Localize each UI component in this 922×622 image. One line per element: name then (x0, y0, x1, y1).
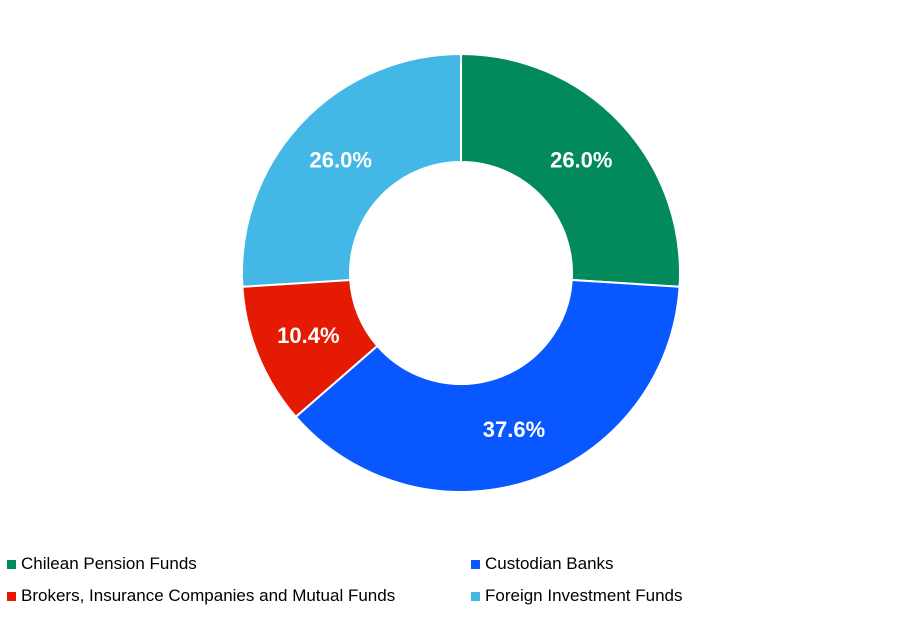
legend-item-custodian-banks: Custodian Banks (471, 553, 907, 575)
data-label-1: 37.6% (483, 417, 545, 442)
legend-item-chilean-pension-funds: Chilean Pension Funds (7, 553, 471, 575)
donut-chart: 26.0% 37.6% 10.4% 26.0% (241, 52, 681, 493)
legend-item-foreign-investment-funds: Foreign Investment Funds (471, 585, 907, 607)
donut-slice-1 (294, 278, 681, 493)
legend-item-brokers-insurance-mutual-funds: Brokers, Insurance Companies and Mutual … (7, 585, 471, 607)
legend-label: Custodian Banks (485, 554, 614, 573)
legend: Chilean Pension Funds Custodian Banks Br… (7, 553, 907, 607)
legend-swatch (7, 591, 16, 601)
donut-slice-0 (460, 52, 681, 288)
legend-swatch (7, 559, 16, 569)
data-label-3: 26.0% (310, 148, 372, 173)
legend-swatch (471, 591, 480, 601)
data-label-2: 10.4% (277, 323, 339, 348)
legend-label: Chilean Pension Funds (21, 554, 197, 573)
data-label-0: 26.0% (550, 148, 612, 173)
legend-swatch (471, 559, 480, 569)
legend-label: Brokers, Insurance Companies and Mutual … (21, 586, 396, 605)
legend-label: Foreign Investment Funds (485, 586, 683, 605)
donut-slice-3 (241, 52, 462, 288)
